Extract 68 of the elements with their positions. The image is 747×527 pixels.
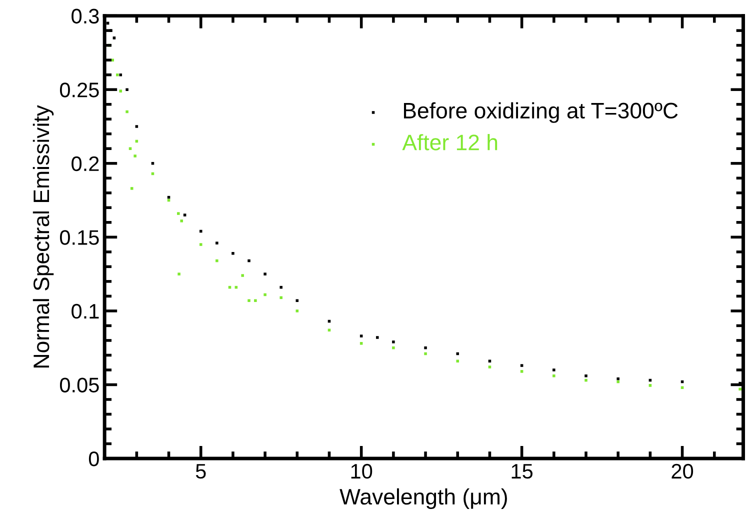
point <box>392 340 395 344</box>
point <box>648 384 652 387</box>
point <box>328 328 331 332</box>
point <box>520 370 524 373</box>
point <box>128 147 132 150</box>
point <box>151 162 154 165</box>
point <box>424 346 427 350</box>
point <box>248 299 250 302</box>
legend-label: After 12 h <box>402 134 498 150</box>
point <box>552 368 556 372</box>
point <box>738 388 742 391</box>
point <box>296 310 299 312</box>
point <box>232 252 234 255</box>
point <box>183 214 186 216</box>
x-tick-label: 5 <box>196 464 206 479</box>
point <box>177 212 180 215</box>
point <box>360 334 363 338</box>
point <box>280 286 282 289</box>
point <box>616 380 620 384</box>
y-tick-label: 0.2 <box>72 156 99 172</box>
point <box>264 272 266 276</box>
point <box>199 243 202 246</box>
y-tick-label: 0.15 <box>60 230 99 245</box>
y-tick-label: 0.3 <box>72 8 99 24</box>
point <box>199 230 202 233</box>
point <box>376 336 379 339</box>
y-tick-label: 0.25 <box>60 82 99 98</box>
point <box>241 274 244 277</box>
point <box>216 259 218 262</box>
point <box>616 377 620 380</box>
y-tick-label: 0 <box>88 451 99 466</box>
point <box>119 73 122 76</box>
point <box>456 352 460 356</box>
point <box>392 346 395 350</box>
x-axis-title: Wavelength (μm) <box>340 488 507 510</box>
y-tick-label: 0.1 <box>72 304 99 319</box>
x-tick-label: 20 <box>672 464 694 479</box>
point <box>126 88 128 91</box>
point <box>264 293 266 296</box>
point <box>488 366 492 368</box>
point <box>180 220 183 222</box>
point <box>552 374 556 378</box>
point <box>119 90 122 92</box>
point <box>216 242 218 244</box>
y-axis-title: Normal Spectral Emissivity <box>32 105 54 368</box>
legend-label: Before oxidizing at T=300ºC <box>404 102 678 123</box>
point <box>134 154 136 158</box>
point <box>296 299 299 302</box>
point <box>135 125 138 128</box>
point <box>111 58 114 62</box>
point <box>126 110 128 114</box>
point <box>130 187 134 190</box>
x-tick-label: 15 <box>512 464 533 479</box>
point <box>584 378 588 382</box>
point <box>112 36 116 40</box>
point <box>254 299 257 302</box>
point <box>424 352 427 356</box>
x-tick-label: 10 <box>351 464 372 479</box>
point <box>116 73 119 76</box>
point <box>248 259 250 262</box>
point <box>178 272 180 276</box>
point <box>280 296 282 300</box>
point <box>488 360 492 362</box>
point <box>360 342 363 345</box>
point <box>456 360 460 362</box>
y-tick-label: 0.05 <box>60 378 99 392</box>
point <box>520 364 524 367</box>
point <box>584 374 588 378</box>
